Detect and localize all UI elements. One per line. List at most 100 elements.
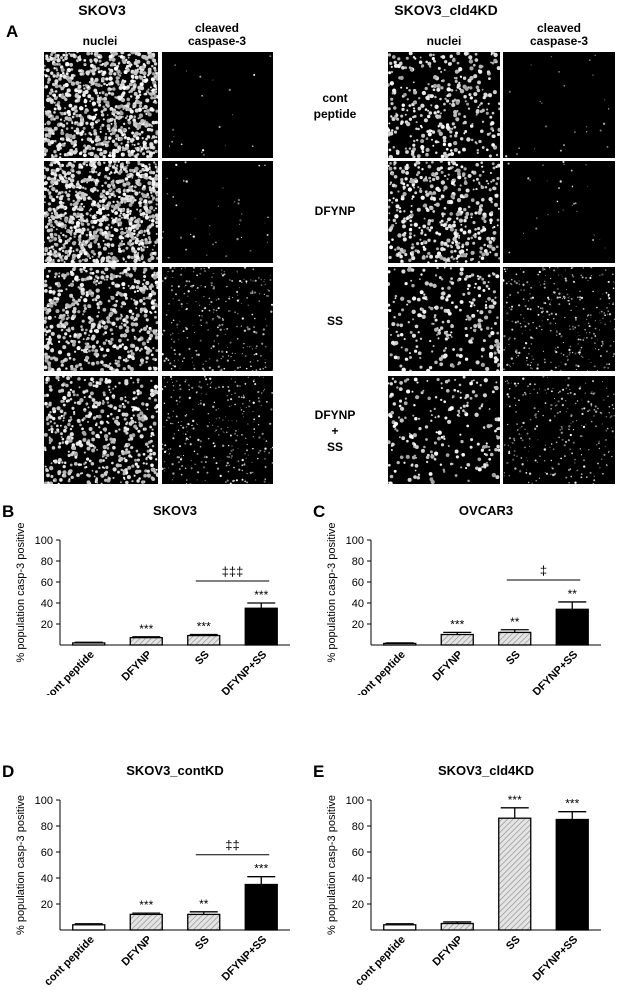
nuclei-micrograph — [44, 376, 158, 484]
y-tick-label: 80 — [41, 556, 53, 568]
y-axis-label: % population casp-3 positive — [15, 795, 27, 935]
significance-label: *** — [254, 588, 268, 602]
nuclei-micrograph — [388, 52, 500, 158]
row-label-ss: SS — [326, 314, 343, 328]
x-tick-label: cont peptide — [353, 649, 408, 695]
y-tick-label: 80 — [41, 821, 53, 833]
y-tick-label: 80 — [352, 821, 364, 833]
x-tick-label: DFYNP+SS — [220, 649, 270, 695]
row-label-dfynp-ss: DFYNP + SS — [314, 408, 356, 454]
y-tick-label: 80 — [352, 556, 364, 568]
y-tick-label: 100 — [346, 795, 364, 807]
x-tick-label: DFYNP+SS — [531, 934, 581, 984]
caspase-micrograph — [162, 267, 273, 371]
chart-title: SKOV3_cld4KD — [438, 763, 534, 778]
caspase-micrograph — [162, 376, 273, 484]
x-tick-label: DFYNP — [120, 934, 155, 969]
significance-label: *** — [139, 622, 153, 636]
y-tick-label: 40 — [352, 873, 364, 885]
y-tick-label: 40 — [352, 598, 364, 610]
y-tick-label: 20 — [41, 619, 53, 631]
caspase-micrograph — [503, 376, 615, 484]
x-tick-label: SS — [504, 934, 523, 953]
significance-label: *** — [508, 793, 522, 807]
bar — [72, 924, 106, 931]
chart-title: OVCAR3 — [459, 503, 513, 518]
y-tick-label: 60 — [352, 847, 364, 859]
bracket-label: ‡‡‡ — [222, 564, 244, 579]
panel-letter: C — [313, 502, 325, 521]
panel-letter: D — [2, 762, 14, 781]
chart-d-skov3-contkd: D SKOV3_contKD % population casp-3 positiv… — [2, 762, 290, 985]
chart-title: SKOV3_contKD — [126, 763, 224, 778]
nuclei-micrograph — [44, 161, 158, 263]
y-tick-label: 60 — [41, 847, 53, 859]
bar — [383, 924, 417, 931]
bar — [187, 634, 221, 646]
bar — [440, 922, 474, 931]
y-tick-label: 20 — [352, 619, 364, 631]
y-axis-label: % population casp-3 positive — [326, 795, 338, 935]
bar — [440, 633, 474, 646]
y-tick-label: 40 — [41, 598, 53, 610]
x-tick-label: DFYNP — [120, 649, 155, 684]
bar — [498, 817, 532, 931]
nuclei-micrograph — [388, 267, 500, 371]
y-tick-label: 100 — [35, 535, 53, 547]
nuclei-micrograph — [388, 376, 500, 484]
left-condition-title: SKOV3 — [78, 2, 126, 18]
significance-label: ** — [199, 897, 209, 911]
row-label-cont-peptide: cont peptide — [313, 91, 357, 121]
significance-label: *** — [565, 797, 579, 811]
x-tick-label: cont peptide — [42, 934, 97, 985]
x-tick-label: cont peptide — [353, 934, 408, 985]
chart-e-skov3-cld4kd: E SKOV3_cld4KD % population casp-3 positiv… — [313, 762, 601, 985]
bar — [555, 818, 589, 931]
bar — [72, 642, 106, 646]
bar — [244, 883, 278, 931]
significance-label: ** — [568, 587, 578, 601]
caspase-micrograph — [162, 52, 273, 158]
y-axis-label: % population casp-3 positive — [15, 522, 27, 662]
y-tick-label: 20 — [41, 899, 53, 911]
y-tick-label: 100 — [346, 535, 364, 547]
x-tick-label: DFYNP+SS — [531, 649, 581, 695]
nuclei-micrograph — [44, 267, 158, 371]
chart-b-skov3: B SKOV3 % population casp-3 positive 20 40 60… — [2, 502, 290, 695]
x-tick-label: SS — [193, 649, 212, 668]
caspase-micrograph — [503, 267, 615, 371]
bracket-label: ‡‡ — [225, 838, 239, 853]
y-axis-label: % population casp-3 positive — [326, 522, 338, 662]
panel-letter: E — [313, 762, 324, 781]
caspase-micrograph — [503, 52, 615, 158]
bar — [129, 913, 163, 931]
x-tick-label: SS — [504, 649, 523, 668]
right-nuclei-header: nuclei — [426, 34, 462, 48]
x-tick-label: DFYNP — [431, 649, 466, 684]
panel-letter: B — [2, 502, 14, 521]
y-tick-label: 60 — [41, 577, 53, 589]
x-tick-label: DFYNP+SS — [220, 934, 270, 984]
caspase-micrograph — [503, 161, 615, 263]
significance-label: *** — [450, 617, 464, 631]
significance-label: *** — [254, 862, 268, 876]
x-tick-label: SS — [193, 934, 212, 953]
bar — [555, 608, 589, 646]
y-tick-label: 60 — [352, 577, 364, 589]
y-tick-label: 20 — [352, 899, 364, 911]
significance-label: *** — [139, 898, 153, 912]
significance-label: ** — [510, 615, 520, 629]
right-condition-title: SKOV3_cld4KD — [394, 2, 498, 18]
x-tick-label: DFYNP — [431, 934, 466, 969]
significance-label: *** — [197, 620, 211, 634]
y-tick-label: 100 — [35, 795, 53, 807]
row-label-dfynp: DFYNP — [314, 204, 356, 218]
bar — [187, 913, 221, 931]
nuclei-micrograph — [388, 161, 500, 263]
nuclei-micrograph — [44, 52, 158, 158]
bar — [383, 642, 417, 646]
x-tick-label: cont peptide — [42, 649, 97, 695]
bracket-label: ‡ — [540, 563, 547, 578]
chart-title: SKOV3 — [153, 503, 197, 518]
left-caspase-header: cleaved caspase-3 — [187, 21, 247, 48]
